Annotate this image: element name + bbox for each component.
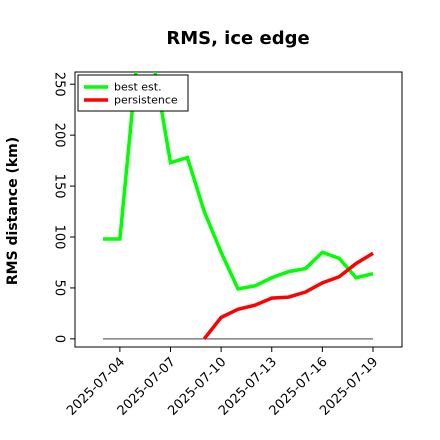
y-tick-label: 200 (52, 123, 67, 148)
legend-entry-label: persistence (114, 94, 178, 107)
y-tick-label: 100 (52, 225, 67, 250)
legend: best est.persistence (77, 74, 189, 112)
series-line-persistence (202, 251, 374, 340)
y-tick-label: 150 (52, 174, 67, 199)
axes: 0501001502002502025-07-042025-07-072025-… (52, 71, 403, 419)
chart-title: RMS, ice edge (166, 28, 309, 49)
series-line-best-est (103, 72, 374, 291)
legend-entry-label: best est. (114, 81, 162, 94)
y-tick-label: 250 (52, 72, 67, 97)
y-tick-label: 0 (52, 335, 67, 343)
y-axis-label: RMS distance (km) (5, 137, 21, 285)
y-tick-label: 50 (52, 280, 67, 297)
legend-box (77, 74, 189, 112)
series-group (103, 72, 374, 340)
plot-frame (74, 71, 403, 348)
